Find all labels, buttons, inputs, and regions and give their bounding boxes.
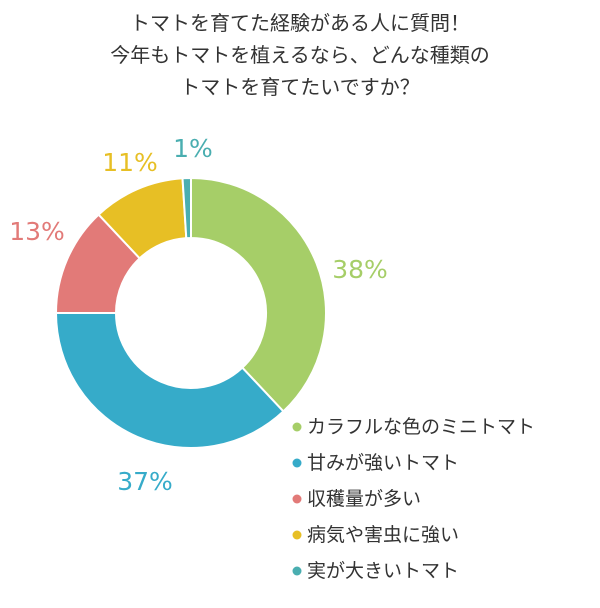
legend-marker-5 [292,566,302,576]
chart-title-line-1: トマトを育てた経験がある人に質問！ [130,11,470,35]
donut-slice-5 [181,177,192,240]
donut-slice-1 [190,177,327,413]
legend-label-4: 病気や害虫に強い [307,524,459,546]
data-label-2: 37% [117,467,173,496]
legend-marker-4 [292,530,302,540]
legend-label-1: カラフルな色のミニトマト [307,416,535,438]
data-label-4: 11% [102,148,158,177]
data-label-1: 38% [332,255,388,284]
data-label-3: 13% [9,217,65,246]
data-label-5: 1% [173,134,213,163]
chart-title-line-2: 今年もトマトを植えるなら、どんな種類の [110,43,489,67]
legend-marker-3 [292,494,302,504]
legend-label-2: 甘みが強いトマト [307,452,459,474]
legend-label-3: 収穫量が多い [307,488,421,510]
legend-label-5: 実が大きいトマト [307,560,459,582]
legend-marker-1 [292,422,302,432]
legend-marker-2 [292,458,302,468]
chart-title-line-3: トマトを育てたいですか？ [180,75,419,99]
donut-slice-2 [55,312,285,449]
